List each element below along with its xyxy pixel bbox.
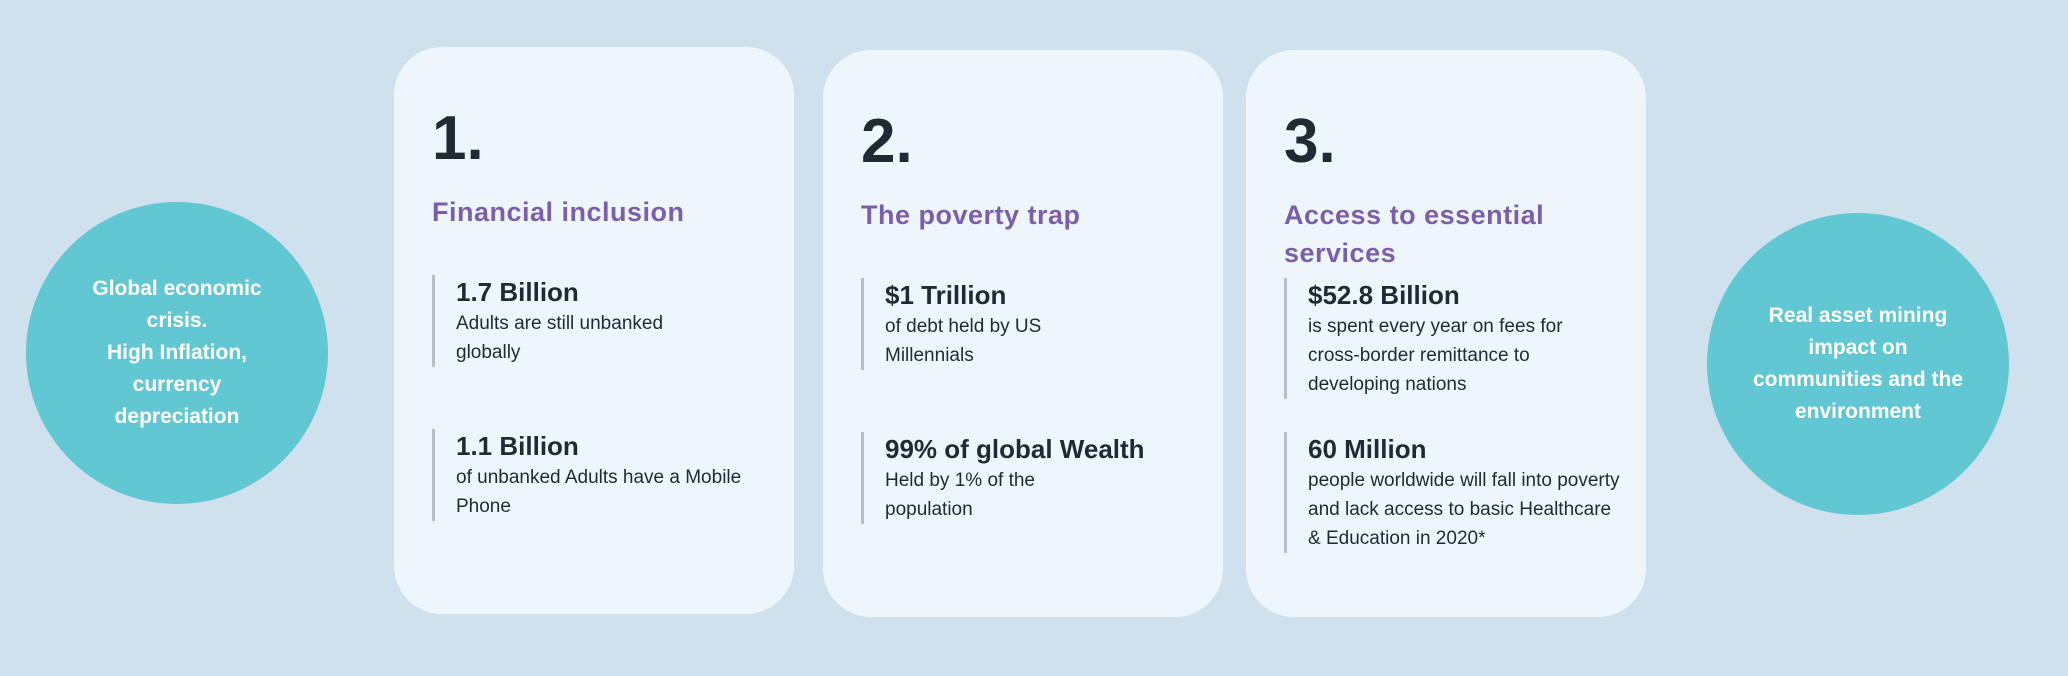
card-poverty-trap: 2. The poverty trap $1 Trillion of debt …: [823, 50, 1223, 617]
stat-value: 60 Million: [1308, 434, 1427, 464]
stat-desc: Held by 1% of the population: [885, 470, 1035, 520]
card-title: The poverty trap: [861, 200, 1081, 230]
stat-block: 1.1 Billion of unbanked Adults have a Mo…: [432, 429, 796, 521]
stat-value: $1 Trillion: [885, 280, 1007, 310]
stat-block: 99% of global Wealth Held by 1% of the p…: [861, 432, 1225, 524]
stat-block: $1 Trillion of debt held by US Millennia…: [861, 278, 1225, 370]
right-circle: Real asset mining impact on communities …: [1707, 213, 2009, 515]
stat-desc: Adults are still unbanked globally: [456, 313, 664, 363]
card-essential-services: 3. Access to essential services $52.8 Bi…: [1246, 50, 1646, 617]
card-number: 1.: [432, 104, 484, 173]
left-circle-text: Global economic crisis. High Inflation, …: [92, 277, 262, 428]
card-title: Access to essential services: [1284, 200, 1545, 268]
card-number: 2.: [861, 107, 913, 176]
stat-block: 60 Million people worldwide will fall in…: [1284, 432, 1648, 553]
stat-value: 1.7 Billion: [456, 277, 579, 307]
stat-desc: of unbanked Adults have a Mobile Phone: [456, 467, 742, 517]
stat-desc: people worldwide will fall into poverty …: [1308, 470, 1620, 549]
card-title: Financial inclusion: [432, 197, 685, 227]
stat-value: 1.1 Billion: [456, 431, 579, 461]
stat-desc: of debt held by US Millennials: [885, 316, 1042, 366]
right-circle-text: Real asset mining impact on communities …: [1752, 304, 1964, 423]
stat-value: $52.8 Billion: [1308, 280, 1460, 310]
card-number: 3.: [1284, 107, 1336, 176]
left-circle: Global economic crisis. High Inflation, …: [26, 202, 328, 504]
stat-block: $52.8 Billion is spent every year on fee…: [1284, 278, 1648, 399]
stat-block: 1.7 Billion Adults are still unbanked gl…: [432, 275, 796, 367]
card-financial-inclusion: 1. Financial inclusion 1.7 Billion Adult…: [394, 47, 794, 614]
stat-desc: is spent every year on fees for cross-bo…: [1308, 316, 1563, 395]
stat-value: 99% of global Wealth: [885, 434, 1145, 464]
